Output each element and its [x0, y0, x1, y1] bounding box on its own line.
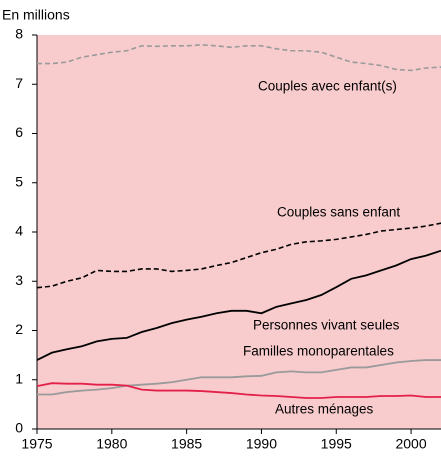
y-axis-label: En millions: [2, 7, 70, 23]
x-tick-label: 1980: [96, 436, 127, 452]
series-label: Familles monoparentales: [243, 344, 394, 359]
series-line: [36, 222, 441, 289]
series-label: Autres ménages: [275, 402, 374, 417]
y-tick-label: 3: [15, 272, 23, 288]
series-line: [36, 249, 441, 361]
y-tick-label: 4: [15, 223, 23, 239]
y-tick-label: 1: [15, 370, 23, 386]
y-tick-label: 7: [15, 75, 23, 91]
plot-background: [37, 35, 441, 429]
series-line: [36, 382, 441, 399]
y-tick-label: 5: [15, 173, 23, 189]
series-label: Couples sans enfant: [277, 205, 400, 220]
series-line: [37, 359, 441, 396]
y-tick-label: 8: [15, 26, 23, 42]
x-tick-label: 1985: [171, 436, 202, 452]
x-tick-label: 1995: [321, 436, 352, 452]
series-label: Personnes vivant seules: [253, 318, 400, 333]
series-line: [37, 44, 441, 72]
x-tick-label: 1990: [246, 436, 277, 452]
series-label: Couples avec enfant(s): [258, 79, 397, 94]
x-tick-label: 2000: [395, 436, 426, 452]
y-tick-label: 0: [15, 420, 23, 436]
y-tick-label: 2: [15, 321, 23, 337]
x-tick-label: 1975: [21, 436, 52, 452]
y-tick-label: 6: [15, 124, 23, 140]
